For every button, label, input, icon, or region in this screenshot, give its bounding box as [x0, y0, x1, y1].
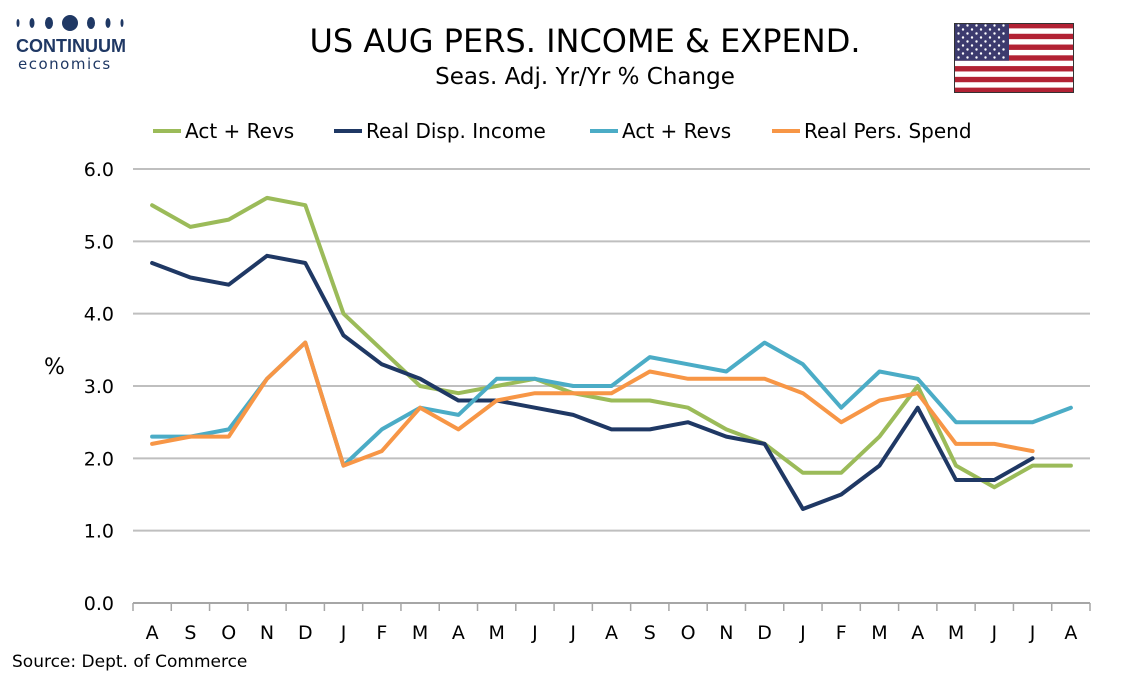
legend-label: Act + Revs [185, 119, 294, 143]
x-tick-label: J [990, 622, 997, 644]
series-line-3 [150, 340, 1073, 468]
x-tick-label: A [146, 622, 159, 644]
y-tick-label: 6.0 [84, 159, 114, 181]
x-tick-label: M [412, 622, 428, 644]
series-line-1 [150, 195, 1073, 490]
x-tick-label: J [799, 622, 806, 644]
y-tick-label: 4.0 [84, 304, 114, 326]
x-tick-label: M [488, 622, 504, 644]
x-tick-label: M [871, 622, 887, 644]
logo-name: CONTINUUM [16, 36, 126, 56]
legend-label: Real Pers. Spend [804, 119, 972, 143]
x-tick-label: O [221, 622, 236, 644]
x-tick-label: N [719, 622, 733, 644]
y-tick-label: 2.0 [84, 448, 114, 470]
x-tick-label: J [340, 622, 347, 644]
x-tick-label: D [298, 622, 313, 644]
y-axis-title: % [44, 355, 65, 380]
x-tick-label: A [452, 622, 465, 644]
x-tick-label: O [681, 622, 696, 644]
source-note: Source: Dept. of Commerce [12, 652, 248, 672]
series-line-4 [150, 340, 1035, 468]
legend-label: Act + Revs [622, 119, 731, 143]
chart-title: US AUG PERS. INCOME & EXPEND. [309, 22, 861, 60]
y-tick-label: 3.0 [84, 376, 114, 398]
series-line-2 [150, 253, 1035, 511]
x-tick-label: J [1029, 622, 1036, 644]
company-logo: CONTINUUM economics [10, 12, 135, 73]
x-tick-label: J [569, 622, 576, 644]
logo-subtitle: economics [18, 55, 112, 73]
x-tick-label: F [836, 622, 847, 644]
x-tick-label: A [605, 622, 618, 644]
x-tick-label: S [184, 622, 196, 644]
x-tick-label: A [911, 622, 924, 644]
logo-dots-icon [16, 15, 124, 31]
x-tick-label: A [1064, 622, 1077, 644]
y-tick-label: 1.0 [84, 521, 114, 543]
x-tick-label: J [531, 622, 538, 644]
x-tick-label: S [644, 622, 656, 644]
x-tick-label: D [757, 622, 772, 644]
y-tick-label: 5.0 [84, 231, 114, 253]
y-tick-label: 0.0 [84, 593, 114, 615]
x-tick-label: F [376, 622, 387, 644]
x-tick-label: M [948, 622, 964, 644]
x-tick-label: N [260, 622, 274, 644]
chart-subtitle: Seas. Adj. Yr/Yr % Change [435, 64, 735, 90]
legend-label: Real Disp. Income [366, 119, 546, 143]
us-flag-icon [953, 22, 1075, 97]
